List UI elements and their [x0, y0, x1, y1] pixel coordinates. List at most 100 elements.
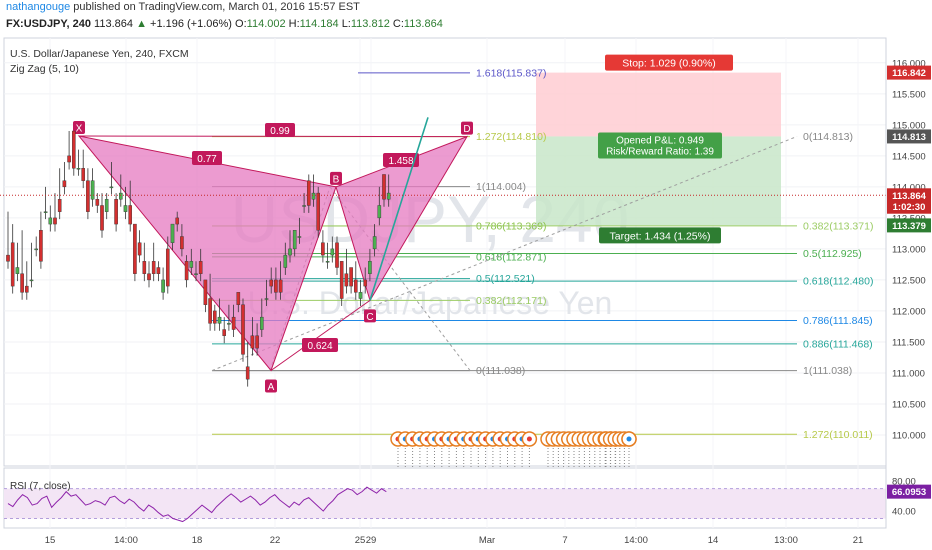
event-markers[interactable] — [390, 431, 637, 468]
pattern-ratio-text: 1.458 — [388, 156, 413, 167]
candle-body — [194, 273, 198, 275]
target-label-text: Target: 1.434 (1.25%) — [610, 230, 711, 242]
candle-body — [264, 298, 269, 300]
candle-body — [278, 279, 283, 293]
rsi-line — [7, 486, 387, 523]
candle-body — [76, 168, 81, 170]
price-tick-label: 114.000 — [892, 182, 926, 193]
pattern-ac-line — [270, 299, 371, 371]
price-axis-badge: 116.842 — [887, 65, 931, 80]
candle-body — [10, 242, 15, 287]
instrument-title: U.S. Dollar/Japanese Yen, 240, FXCM — [10, 48, 189, 60]
candle-body — [358, 292, 363, 299]
pattern-point-text: A — [268, 382, 275, 393]
candle-body — [20, 273, 24, 293]
candle-body — [344, 273, 349, 287]
candle-body — [57, 199, 62, 212]
candle-body — [109, 186, 114, 189]
fib-level-label: 0.618(112.871) — [476, 251, 546, 263]
candle-body — [321, 242, 325, 256]
candle-body — [62, 180, 67, 188]
candle-body — [175, 217, 180, 225]
candle-body — [34, 248, 38, 251]
candle-body — [227, 323, 231, 325]
candle-body — [311, 192, 316, 200]
candle-body — [118, 192, 123, 200]
candle-body — [161, 279, 165, 293]
symbol-label[interactable]: FX:USDJPY, 240 — [6, 18, 91, 30]
pattern-point-box — [461, 121, 473, 135]
fib-ext-label: 1(111.038) — [803, 365, 852, 377]
event-flag-dot — [626, 436, 632, 442]
position-tool[interactable]: Stop: 1.029 (0.90%) Opened P&L: 0.949Risk… — [536, 54, 781, 244]
trend-lines[interactable] — [0, 117, 886, 301]
stop-label: Stop: 1.029 (0.90%) — [605, 54, 733, 71]
price-tick-label: 111.000 — [892, 368, 925, 379]
price-axis-badge-bg — [887, 199, 931, 214]
candle-body — [297, 236, 302, 238]
candle-body — [71, 130, 76, 169]
watermark-name: U.S. Dollar/Japanese Yen — [248, 285, 613, 321]
fib-ext-label: 0.5(112.925) — [803, 248, 862, 260]
candle-body — [53, 217, 57, 225]
candle-body — [15, 267, 20, 274]
candle-body — [307, 180, 311, 206]
time-tick-label: 18 — [192, 535, 203, 546]
rsi-band — [4, 488, 886, 519]
candles — [6, 130, 391, 387]
candle-body — [368, 261, 372, 274]
candle-body — [382, 174, 386, 200]
price-axis[interactable]: 110.000 110.500 111.000 111.500 112.000 112.5… — [885, 38, 931, 528]
indicator-label: Zig Zag (5, 10) — [10, 63, 79, 75]
target-label-box — [599, 227, 721, 244]
pattern-point-label: X — [73, 121, 85, 135]
close-label: C: — [392, 18, 404, 30]
time-tick-label: 14:00 — [624, 535, 648, 546]
fib-ext-label: 0.886(111.468) — [803, 338, 873, 350]
fib-ext-label: 0.382(113.371) — [803, 220, 873, 232]
time-tick-label: 13:00 — [774, 535, 798, 546]
time-tick-label: 29 — [366, 535, 377, 546]
candle-body — [245, 366, 250, 380]
pattern-ratio-text: 0.99 — [270, 126, 290, 137]
time-tick-label: 15 — [45, 535, 56, 546]
candle-body — [241, 304, 245, 355]
candle-body — [274, 279, 278, 293]
fib-ext-label: 0.786(111.845) — [803, 315, 873, 327]
candle-body — [165, 248, 170, 287]
author-link[interactable]: nathangouge — [6, 1, 71, 13]
pattern-point-box — [330, 171, 342, 185]
pattern-ratio-box — [383, 153, 419, 167]
stop-zone — [536, 72, 781, 137]
low-label: L: — [341, 18, 351, 30]
price-axis-badge-bg — [887, 188, 931, 203]
candle-body — [43, 211, 48, 213]
stop-label-box — [605, 54, 733, 71]
candle-body — [90, 180, 95, 200]
candle-body — [142, 261, 147, 274]
fib-level-label: 1(114.004) — [476, 181, 526, 193]
price-axis-badge-text: 116.842 — [892, 68, 926, 79]
candle-body — [133, 223, 137, 274]
candle-body — [156, 267, 161, 274]
harmonic-pattern[interactable]: X A B C D 0.99 0.77 1.458 0.624 — [73, 121, 473, 393]
candle-body — [349, 267, 353, 287]
time-axis[interactable]: 15 14:00 18 22 25 29 Mar 7 14:00 14 13:00 21 — [45, 535, 864, 546]
price-axis-badge: 113.379 — [887, 218, 931, 233]
price-tick-label: 113.000 — [892, 244, 926, 255]
candle-body — [203, 279, 208, 305]
pattern-ratio-label: 1.458 — [383, 153, 419, 167]
publish-line: nathangouge published on TradingView.com… — [6, 1, 360, 13]
pattern-point-label: C — [364, 309, 376, 323]
price-axis-badge-text: 113.379 — [892, 221, 926, 232]
candle-body — [137, 242, 142, 256]
candle-body — [354, 279, 358, 293]
price-axis-badge-bg — [887, 65, 931, 80]
fib-ext-label: 1.272(110.011) — [803, 429, 873, 441]
candle-body — [39, 230, 43, 262]
candle-body — [198, 261, 203, 274]
candle-body — [29, 279, 34, 282]
pattern-ratio-box — [192, 151, 222, 165]
